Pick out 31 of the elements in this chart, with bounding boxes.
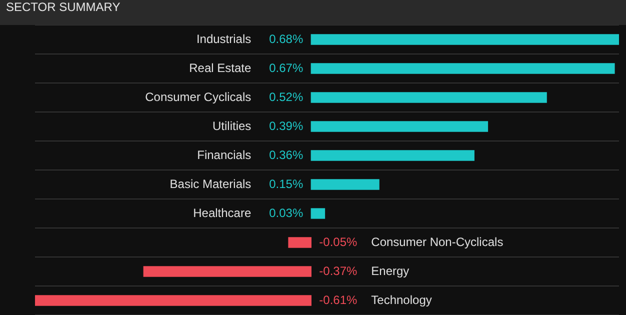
data-label: 0.36% bbox=[269, 148, 304, 162]
data-label: 0.52% bbox=[269, 90, 304, 104]
y-tick-label: Financials bbox=[197, 148, 252, 162]
data-label: -0.05% bbox=[319, 234, 358, 249]
bar bbox=[310, 208, 326, 219]
data-label: 0.03% bbox=[269, 206, 304, 220]
y-tick-label: Technology bbox=[371, 292, 432, 307]
y-tick-label: Basic Materials bbox=[170, 176, 252, 191]
bar bbox=[310, 121, 488, 132]
data-label: -0.37% bbox=[319, 264, 358, 278]
y-tick-label: Energy bbox=[371, 264, 410, 278]
bar bbox=[310, 179, 380, 190]
y-tick-label: Utilities bbox=[212, 118, 252, 133]
data-label: 0.15% bbox=[269, 176, 304, 191]
bar bbox=[288, 237, 312, 248]
y-tick-label: Real Estate bbox=[189, 60, 252, 75]
bar bbox=[310, 34, 619, 45]
bar bbox=[310, 92, 547, 103]
data-label: 0.39% bbox=[269, 118, 304, 133]
y-tick-label: Consumer Non-Cyclicals bbox=[371, 234, 504, 249]
y-tick-label: Healthcare bbox=[193, 206, 252, 220]
data-label: 0.68% bbox=[269, 32, 304, 46]
y-tick-label: Consumer Cyclicals bbox=[145, 90, 252, 104]
bar bbox=[310, 63, 615, 74]
chart-title: SECTOR SUMMARY bbox=[0, 0, 626, 25]
y-tick-label: Industrials bbox=[196, 32, 252, 46]
bar bbox=[35, 295, 312, 306]
data-label: -0.61% bbox=[319, 292, 358, 307]
bar bbox=[310, 150, 474, 161]
data-label: 0.67% bbox=[269, 60, 304, 75]
bar bbox=[143, 266, 312, 277]
